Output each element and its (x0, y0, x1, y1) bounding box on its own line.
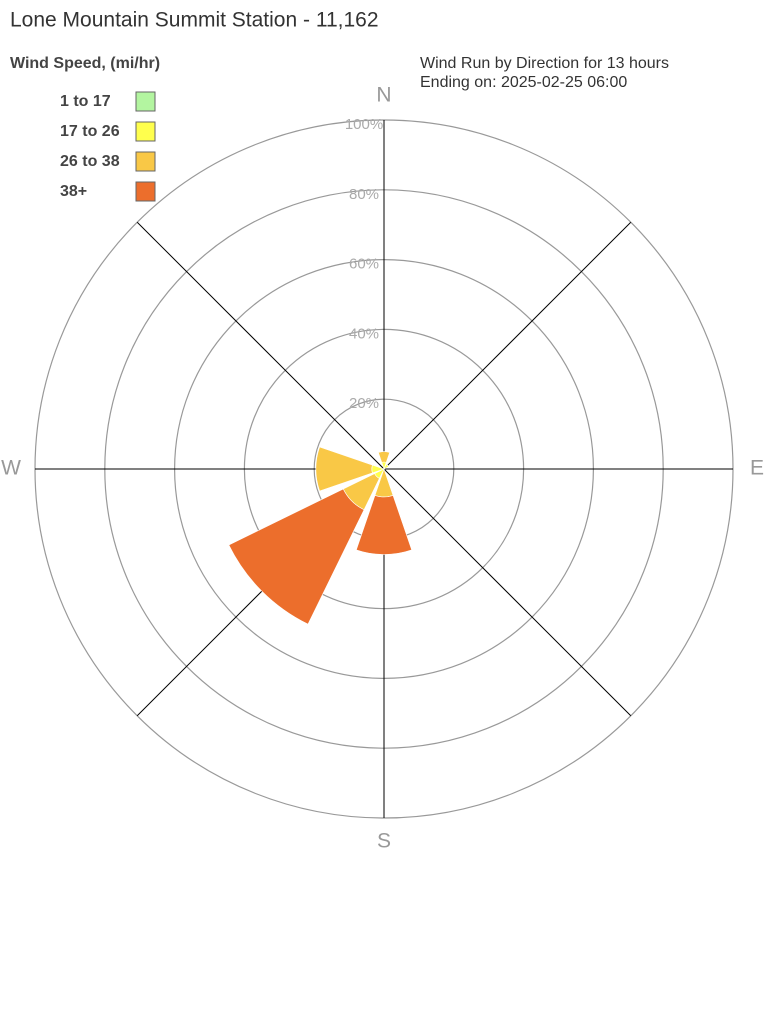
spoke (383, 468, 632, 717)
ring-label: 100% (345, 116, 383, 133)
legend-label: 17 to 26 (60, 123, 120, 140)
legend: 1 to 17 17 to 26 26 to 38 38+ (60, 91, 156, 202)
legend-label: 1 to 17 (60, 93, 111, 110)
spoke (383, 221, 632, 470)
legend-swatch (135, 121, 156, 142)
legend-title: Wind Speed, (mi/hr) (10, 55, 160, 72)
legend-label: 26 to 38 (60, 153, 120, 170)
wedge-segment (355, 495, 413, 555)
chart-title: Lone Mountain Summit Station - 11,162 (10, 9, 379, 32)
legend-swatch (135, 91, 156, 112)
ring-label: 20% (349, 395, 379, 412)
ring-label: 40% (349, 325, 379, 342)
wedge-segment (377, 451, 391, 463)
direction-label: N (376, 84, 391, 107)
legend-swatch (135, 151, 156, 172)
wedges (228, 446, 413, 625)
wedge-segment (383, 463, 390, 470)
ring-label: 60% (349, 256, 379, 273)
wedge-segment (315, 446, 373, 492)
spoke (136, 221, 385, 470)
direction-label: W (1, 457, 21, 480)
wedge-segment (228, 488, 365, 625)
labels: N E S W 20% 40% 60% 80% 100% (1, 84, 764, 853)
direction-label: S (377, 830, 391, 853)
legend-label: 38+ (60, 183, 87, 200)
subtitle: Ending on: 2025-02-25 06:00 (420, 74, 627, 91)
subtitle: Wind Run by Direction for 13 hours (420, 55, 669, 72)
legend-swatch (135, 181, 156, 202)
direction-label: E (750, 457, 764, 480)
ring-label: 80% (349, 186, 379, 203)
grid (34, 119, 734, 819)
